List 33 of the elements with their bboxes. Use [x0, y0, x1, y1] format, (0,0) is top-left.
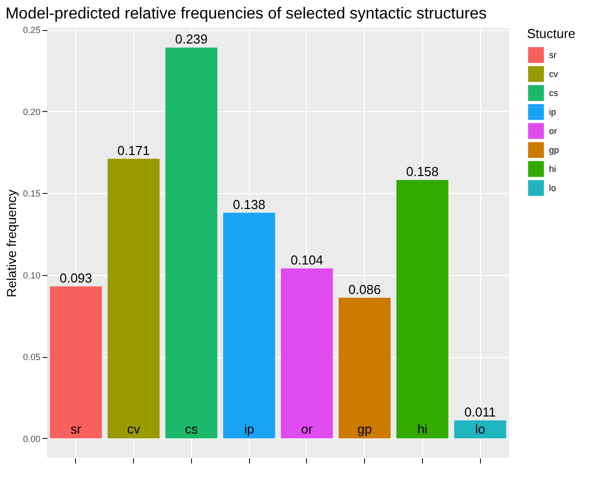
text: cv: [127, 421, 140, 436]
text: ip: [244, 421, 254, 436]
chart-title: Model-predicted relative frequencies of selected syntactic structures: [5, 6, 487, 23]
data-label: 0.171: [117, 142, 150, 158]
data-label: 0.093: [60, 270, 92, 286]
y-tick-label: 0.10: [22, 270, 40, 280]
y-tick-label: 0.25: [22, 25, 40, 36]
text: or: [301, 421, 313, 436]
legend-label: cv: [549, 69, 558, 79]
data-label: 0.104: [290, 252, 324, 268]
text: cs: [184, 421, 198, 436]
y-tick-label: 0.05: [22, 352, 40, 362]
text: gp: [357, 421, 372, 436]
legend-label: gp: [549, 145, 560, 155]
legend-title: Stucture: [527, 26, 576, 41]
y-tick-label: 0.20: [22, 106, 40, 117]
legend-label: ip: [549, 107, 556, 117]
y-axis-title: Relative frequency: [4, 189, 19, 298]
legend-label: lo: [549, 183, 556, 193]
data-label: 0.239: [175, 32, 208, 47]
data-label: 0.011: [464, 404, 496, 420]
text: lo: [475, 421, 486, 436]
data-label: 0.086: [348, 282, 381, 297]
legend-label: sr: [549, 50, 556, 60]
text: sr: [70, 421, 82, 436]
data-label: 0.158: [406, 164, 439, 180]
legend-label: or: [549, 126, 558, 136]
data-label: 0.138: [232, 196, 266, 212]
text: hi: [417, 421, 428, 436]
legend-label: cs: [549, 88, 558, 98]
legend-label: hi: [549, 164, 556, 174]
y-tick-label: 0.00: [22, 434, 40, 444]
y-tick-label: 0.15: [22, 188, 40, 199]
